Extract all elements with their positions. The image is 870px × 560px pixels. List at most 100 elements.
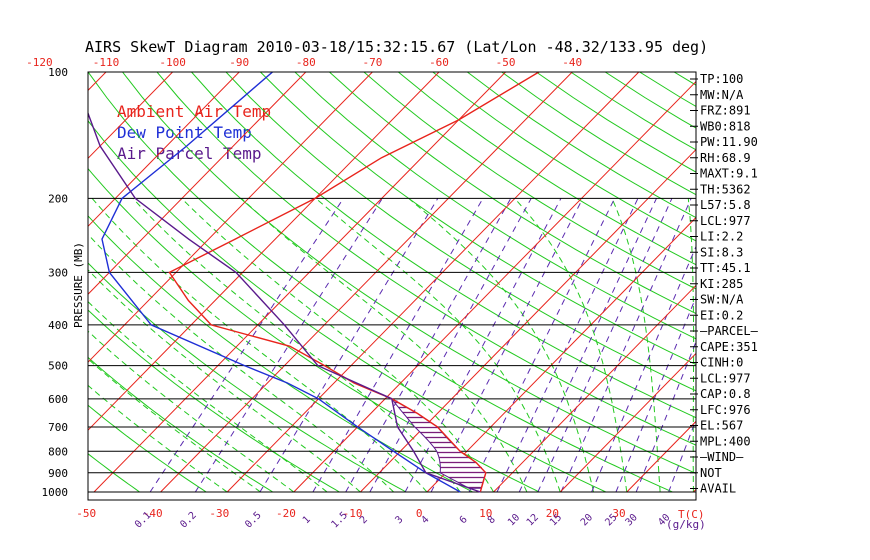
stability-index: LFC:976 bbox=[700, 403, 751, 417]
bottom-temp-tick-label: -30 bbox=[209, 507, 229, 520]
isotherm bbox=[559, 352, 696, 493]
isotherm bbox=[0, 72, 39, 492]
pressure-tick-label: 700 bbox=[48, 421, 68, 434]
mixing-ratio-tick-label: 6 bbox=[458, 514, 470, 526]
stability-index: AVAIL bbox=[700, 482, 736, 496]
isotherm bbox=[88, 72, 173, 160]
dry-adiabat bbox=[88, 119, 607, 493]
bottom-temp-tick-label: 10 bbox=[479, 507, 492, 520]
stability-index: TH:5362 bbox=[700, 182, 751, 196]
top-temp-tick-label: -110 bbox=[93, 56, 120, 69]
mixing-ratio-line bbox=[149, 198, 344, 493]
stability-index: NOT bbox=[700, 466, 722, 480]
stability-index: CINH:0 bbox=[700, 356, 743, 370]
mixing-ratio-tick-label: 1 bbox=[301, 514, 313, 526]
stability-index: CAPE:351 bbox=[700, 340, 758, 354]
dry-adiabat bbox=[329, 72, 696, 315]
mixing-ratio-tick-label: 12 bbox=[525, 512, 541, 528]
stability-index: –PARCEL– bbox=[700, 324, 759, 338]
y-axis-label: PRESSURE (MB) bbox=[72, 242, 85, 328]
pressure-tick-label: 400 bbox=[48, 319, 68, 332]
dry-adiabat bbox=[778, 72, 870, 492]
mixing-ratio-line bbox=[468, 198, 616, 493]
isotherm bbox=[226, 72, 640, 493]
dry-adiabat bbox=[294, 72, 696, 340]
stability-index: MPL:400 bbox=[700, 434, 751, 448]
stability-index: LCL:977 bbox=[700, 371, 751, 385]
isotherm bbox=[293, 80, 696, 493]
bottom-temp-tick-label: -50 bbox=[76, 507, 96, 520]
stability-index: RH:68.9 bbox=[700, 151, 751, 165]
isotherm bbox=[93, 72, 506, 493]
dry-adiabat bbox=[432, 72, 696, 242]
moist-adiabat bbox=[88, 330, 295, 493]
isotherm bbox=[493, 284, 696, 493]
mixing-ratio-tick-label: 8 bbox=[486, 514, 498, 526]
stability-index: WB0:818 bbox=[700, 119, 751, 133]
stability-index: PW:11.90 bbox=[700, 135, 758, 149]
dry-adiabat bbox=[260, 72, 696, 366]
bottom-temp-tick-label: -40 bbox=[143, 507, 163, 520]
dry-adiabat bbox=[191, 72, 696, 419]
legend-dew-point-temp: Dew Point Temp bbox=[117, 123, 252, 142]
mixing-ratio-tick-label: 10 bbox=[506, 512, 522, 528]
mixing-ratio-line bbox=[635, 340, 696, 493]
stability-index: EI:0.2 bbox=[700, 308, 743, 322]
dry-adiabat bbox=[156, 72, 696, 446]
pressure-tick-label: 1000 bbox=[42, 486, 69, 499]
dry-adiabat bbox=[88, 167, 540, 493]
pressure-tick-label: 100 bbox=[48, 66, 68, 79]
dewpoint-line bbox=[101, 72, 461, 493]
dry-adiabat bbox=[225, 72, 696, 392]
mixing-ratio-tick-label: 0.2 bbox=[178, 510, 199, 531]
bottom-temp-tick-label: 20 bbox=[546, 507, 559, 520]
chart-title: AIRS SkewT Diagram 2010-03-18/15:32:15.6… bbox=[85, 38, 708, 56]
stability-index: EL:567 bbox=[700, 419, 743, 433]
mixing-ratio-line bbox=[259, 198, 439, 493]
dry-adiabat bbox=[88, 356, 274, 493]
top-temp-tick-label: -90 bbox=[229, 56, 249, 69]
stability-index: SW:N/A bbox=[700, 293, 744, 307]
top-temp-tick-label: -120 bbox=[26, 56, 53, 69]
isotherm bbox=[160, 72, 573, 493]
mixing-ratio-tick-label: 4 bbox=[420, 514, 432, 526]
stability-index: KI:285 bbox=[700, 277, 743, 291]
pressure-tick-label: 900 bbox=[48, 467, 68, 480]
dry-adiabat bbox=[397, 72, 696, 266]
dry-adiabat bbox=[812, 72, 870, 492]
isotherm bbox=[88, 72, 240, 228]
legend-air-parcel-temp: Air Parcel Temp bbox=[117, 144, 262, 163]
dry-adiabat bbox=[88, 309, 340, 493]
isotherm bbox=[88, 72, 373, 363]
moist-adiabat bbox=[408, 198, 594, 493]
stability-index: L57:5.8 bbox=[700, 198, 751, 212]
mixing-ratio-tick-label: 20 bbox=[579, 512, 595, 528]
bottom-temp-tick-label: 30 bbox=[612, 507, 625, 520]
mixing-ratio-line bbox=[537, 198, 673, 493]
stability-index: LCL:977 bbox=[700, 214, 751, 228]
top-temp-tick-label: -60 bbox=[429, 56, 449, 69]
top-temp-tick-label: -40 bbox=[562, 56, 582, 69]
stability-index: CAP:0.8 bbox=[700, 387, 751, 401]
isotherm bbox=[626, 420, 696, 493]
mixing-ratio-tick-label: 0.5 bbox=[243, 510, 264, 531]
mixing-ratio-tick-label: 3 bbox=[393, 514, 405, 526]
mixing-ratio-line bbox=[369, 198, 532, 493]
mixing-ratio-line bbox=[560, 198, 692, 493]
mixing-ratio-line bbox=[345, 198, 512, 493]
stability-index: LI:2.2 bbox=[700, 230, 743, 244]
dry-adiabat bbox=[743, 72, 870, 492]
dry-adiabat bbox=[88, 262, 407, 493]
isotherm bbox=[88, 72, 440, 431]
pressure-tick-label: 500 bbox=[48, 360, 68, 373]
stability-index: TT:45.1 bbox=[700, 261, 751, 275]
stability-index: –WIND– bbox=[700, 450, 744, 464]
stability-index: SI:8.3 bbox=[700, 245, 743, 259]
top-temp-tick-label: -80 bbox=[296, 56, 316, 69]
mixing-ratio-tick-label: 30 bbox=[624, 512, 640, 528]
parcel-temp-line bbox=[88, 111, 481, 493]
plot-area bbox=[0, 72, 870, 493]
dry-adiabat bbox=[88, 404, 207, 493]
mixing-ratio-line bbox=[615, 295, 696, 493]
moist-adiabat bbox=[687, 198, 695, 492]
